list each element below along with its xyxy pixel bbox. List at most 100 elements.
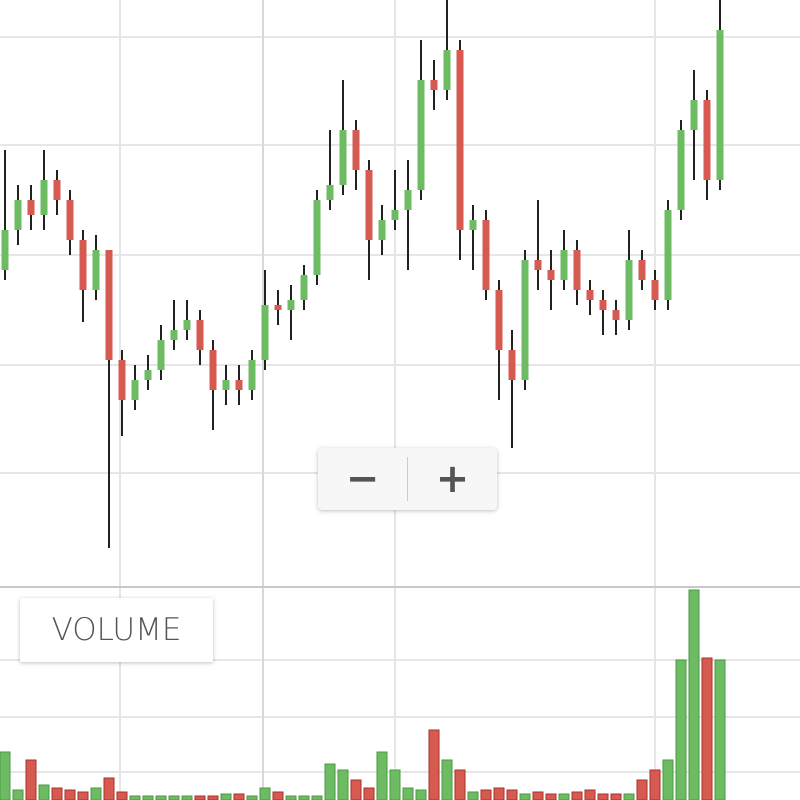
volume-bar <box>168 795 180 800</box>
candle-body <box>157 340 165 370</box>
candle-body <box>716 30 724 180</box>
volume-bar <box>90 787 102 800</box>
candle-body <box>196 320 204 350</box>
candle-body <box>27 200 35 215</box>
volume-bar <box>155 795 167 800</box>
candle-body <box>209 350 217 390</box>
candle-body <box>378 220 386 240</box>
candle-body <box>235 380 243 390</box>
candle-body <box>625 260 633 320</box>
volume-bar <box>12 789 24 800</box>
candle-body <box>521 260 529 380</box>
candle-body <box>79 240 87 290</box>
volume-bar <box>558 793 570 800</box>
candle-body <box>144 370 152 380</box>
candle-body <box>339 130 347 185</box>
zoom-in-button[interactable]: + <box>435 456 470 502</box>
candle-body <box>534 260 542 270</box>
volume-bar <box>571 791 583 800</box>
candle-body <box>482 220 490 290</box>
candle-body <box>469 220 477 230</box>
volume-bar <box>415 789 427 800</box>
zoom-out-button[interactable]: − <box>345 456 380 502</box>
volume-bar <box>272 791 284 800</box>
volume-bar <box>519 793 531 800</box>
candle-body <box>599 300 607 310</box>
candle-body <box>612 310 620 320</box>
candle-body <box>638 260 646 280</box>
volume-bar <box>298 795 310 800</box>
volume-bar <box>25 759 37 800</box>
volume-bar <box>467 791 479 800</box>
volume-bar <box>259 787 271 800</box>
candle-body <box>651 280 659 300</box>
candle-body <box>326 185 334 200</box>
candle-body <box>456 50 464 230</box>
volume-bar <box>246 795 258 800</box>
candle-body <box>690 100 698 130</box>
volume-bar <box>714 659 726 800</box>
candle-body <box>703 100 711 180</box>
candle-body <box>352 130 360 170</box>
candle-body <box>664 210 672 300</box>
volume-bar <box>311 795 323 800</box>
volume-bar <box>324 763 336 800</box>
candle-body <box>1 230 9 270</box>
candle-body <box>222 380 230 390</box>
volume-bar <box>233 793 245 800</box>
volume-bar <box>441 759 453 800</box>
candle-body <box>391 210 399 220</box>
candle-body <box>365 170 373 240</box>
volume-bar <box>51 787 63 800</box>
candle-body <box>118 360 126 400</box>
volume-bar <box>701 657 713 800</box>
volume-bar <box>389 769 401 800</box>
candle-body <box>261 305 269 360</box>
volume-bar <box>220 793 232 800</box>
candle-body <box>300 275 308 300</box>
volume-bar <box>636 779 648 800</box>
volume-bar <box>649 769 661 800</box>
volume-bar <box>506 789 518 800</box>
volume-label: VOLUME <box>20 598 213 662</box>
candle-body <box>248 360 256 390</box>
volume-bar <box>38 784 50 800</box>
candle-body <box>560 250 568 280</box>
candle-body <box>443 50 451 90</box>
volume-bar <box>454 769 466 800</box>
volume-bar <box>142 795 154 800</box>
volume-bar <box>129 795 141 800</box>
candle-body <box>404 190 412 210</box>
volume-bar <box>207 795 219 800</box>
candle-body <box>508 350 516 380</box>
volume-bar <box>545 793 557 800</box>
candle-body <box>40 180 48 215</box>
candle-body <box>131 380 139 400</box>
volume-bar <box>610 793 622 800</box>
volume-bar <box>402 787 414 800</box>
candle-body <box>313 200 321 275</box>
candle-body <box>92 250 100 290</box>
volume-bar <box>688 589 700 800</box>
candle-body <box>66 200 74 240</box>
volume-bar <box>350 779 362 800</box>
candle-body <box>417 80 425 190</box>
volume-bar <box>116 791 128 800</box>
volume-bar <box>623 793 635 800</box>
candle-body <box>677 130 685 210</box>
volume-bar <box>597 793 609 800</box>
volume-bar <box>64 789 76 800</box>
volume-bar <box>428 729 440 800</box>
volume-bar <box>493 787 505 800</box>
candle-body <box>495 290 503 350</box>
candle-body <box>53 180 61 200</box>
candle-body <box>105 250 113 360</box>
candle-body <box>573 250 581 290</box>
volume-bar <box>337 769 349 800</box>
volume-bar <box>194 795 206 800</box>
zoom-control: − + <box>318 448 497 510</box>
candle-body <box>547 270 555 280</box>
volume-bar <box>584 789 596 800</box>
candle-body <box>430 80 438 90</box>
